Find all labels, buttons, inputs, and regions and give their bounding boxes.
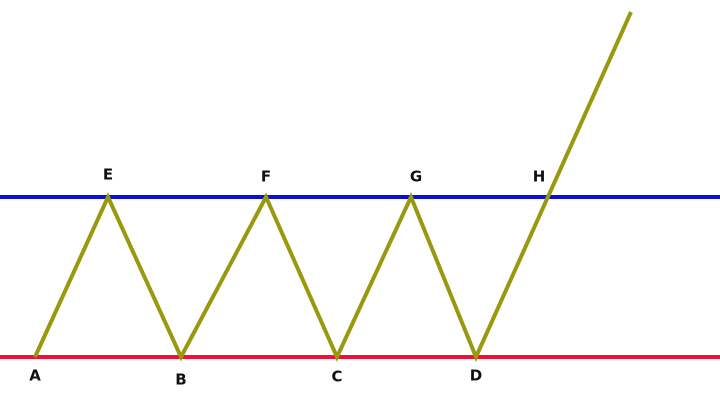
point-label: C bbox=[331, 368, 342, 386]
point-label: E bbox=[103, 166, 113, 184]
point-label: G bbox=[410, 168, 422, 186]
point-label: D bbox=[470, 367, 482, 385]
price-path bbox=[33, 11, 633, 363]
point-label: H bbox=[533, 168, 546, 186]
point-label: A bbox=[29, 367, 41, 385]
point-label: B bbox=[175, 371, 186, 389]
point-label: F bbox=[261, 168, 271, 186]
